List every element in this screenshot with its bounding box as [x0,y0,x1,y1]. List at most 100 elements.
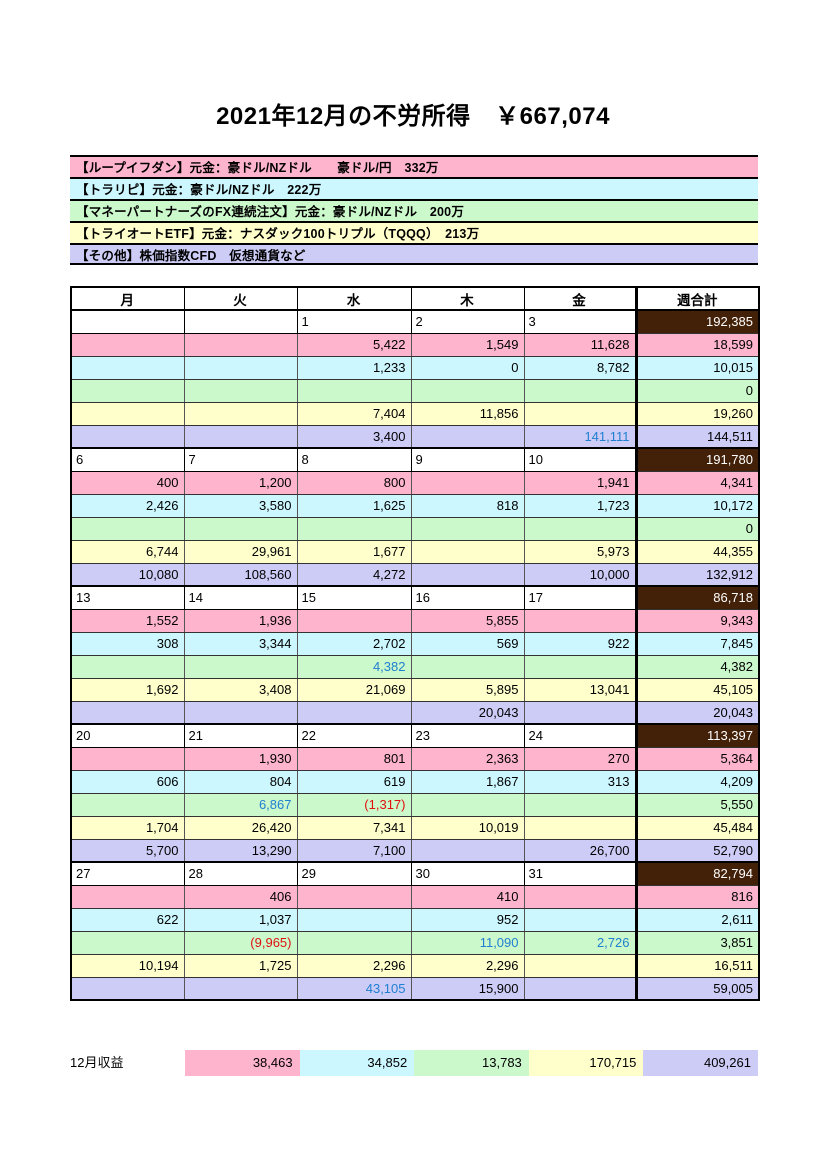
series-row: 7,404 11,856 19,260 [70,402,760,426]
day-number-cell: 3 [523,309,637,334]
series-week-total-cell: 10,172 [634,494,760,518]
series-row: 43,105 15,900 59,005 [70,977,760,1001]
amount-cell: 1,704 [70,816,185,840]
day-number-cell: 17 [523,585,637,610]
amount-cell [296,701,412,725]
amount-cell [70,356,185,380]
amount-cell: 801 [296,747,412,771]
series-week-total-cell: 0 [634,517,760,541]
series-week-total-cell: 5,364 [634,747,760,771]
amount-cell: 1,200 [183,471,298,495]
amount-cell [70,517,185,541]
amount-cell: 4,382 [296,655,412,679]
amount-cell [523,655,637,679]
amount-cell: 1,930 [183,747,298,771]
amount-cell: 308 [70,632,185,656]
series-row: 3,400 141,111 144,511 [70,425,760,449]
amount-cell [410,839,525,863]
amount-cell: 622 [70,908,185,932]
amount-cell [523,816,637,840]
page-title: 2021年12月の不労所得 ￥667,074 [216,103,610,130]
amount-cell: 15,900 [410,977,525,1001]
amount-cell [523,885,637,909]
series-week-total-cell: 18,599 [634,333,760,357]
day-number-cell: 21 [183,723,298,748]
amount-cell: 10,194 [70,954,185,978]
amount-cell: 13,290 [183,839,298,863]
amount-cell [70,747,185,771]
amount-cell: 406 [183,885,298,909]
amount-cell: (9,965) [183,931,298,955]
amount-cell: 1,723 [523,494,637,518]
series-row: 4,382 4,382 [70,655,760,679]
amount-cell: 569 [410,632,525,656]
series-row: 1,233 0 8,782 10,015 [70,356,760,380]
amount-cell [296,379,412,403]
amount-cell: 10,019 [410,816,525,840]
week-total-cell: 192,385 [634,309,760,334]
amount-cell: 2,726 [523,931,637,955]
amount-cell [523,977,637,1001]
amount-cell: 2,702 [296,632,412,656]
amount-cell: 1,549 [410,333,525,357]
amount-cell: 3,400 [296,425,412,449]
amount-cell: 1,725 [183,954,298,978]
amount-cell: 270 [523,747,637,771]
amount-cell: 1,625 [296,494,412,518]
series-week-total-cell: 5,550 [634,793,760,817]
amount-cell: 4,272 [296,563,412,587]
amount-cell: 10,080 [70,563,185,587]
amount-cell [410,540,525,564]
series-row: 606 804 619 1,867 313 4,209 [70,770,760,794]
day-number-cell: 23 [410,723,525,748]
series-week-total-cell: 16,511 [634,954,760,978]
amount-cell [410,425,525,449]
amount-cell: 5,700 [70,839,185,863]
series-row: 5,700 13,290 7,100 26,700 52,790 [70,839,760,863]
amount-cell [70,885,185,909]
week-total-cell: 191,780 [634,447,760,472]
series-row: 10,080 108,560 4,272 10,000 132,912 [70,563,760,587]
day-number-cell: 14 [183,585,298,610]
series-row: 308 3,344 2,702 569 922 7,845 [70,632,760,656]
day-number-cell: 1 [296,309,412,334]
header-weekday-0: 月 [70,286,185,311]
amount-cell [410,471,525,495]
week-date-row: 13 14 15 16 17 86,718 [70,585,760,610]
amount-cell: 21,069 [296,678,412,702]
amount-cell: 29,961 [183,540,298,564]
day-number-cell: 15 [296,585,412,610]
day-number-cell [183,309,298,334]
amount-cell: 10,000 [523,563,637,587]
amount-cell [523,609,637,633]
amount-cell: 1,692 [70,678,185,702]
amount-cell: 8,782 [523,356,637,380]
day-number-cell: 30 [410,861,525,886]
amount-cell: 5,895 [410,678,525,702]
day-number-cell [70,309,185,334]
amount-cell: 6,867 [183,793,298,817]
series-week-total-cell: 45,484 [634,816,760,840]
amount-cell [183,425,298,449]
amount-cell [410,793,525,817]
amount-cell: 3,408 [183,678,298,702]
header-weekday-3: 木 [410,286,525,311]
day-number-cell: 10 [523,447,637,472]
series-week-total-cell: 20,043 [634,701,760,725]
series-week-total-cell: 2,611 [634,908,760,932]
amount-cell [523,908,637,932]
amount-cell: 952 [410,908,525,932]
amount-cell: 6,744 [70,540,185,564]
amount-cell: 1,936 [183,609,298,633]
amount-cell [183,977,298,1001]
amount-cell: 1,941 [523,471,637,495]
amount-cell [183,517,298,541]
series-week-total-cell: 4,341 [634,471,760,495]
amount-cell [70,701,185,725]
series-row: 0 [70,379,760,403]
table-header: 月火水木金週合計 [70,286,760,311]
summary-cell-triauto-etf-total: 170,715 [528,1050,644,1076]
amount-cell [523,701,637,725]
amount-cell: 1,867 [410,770,525,794]
amount-cell [70,425,185,449]
